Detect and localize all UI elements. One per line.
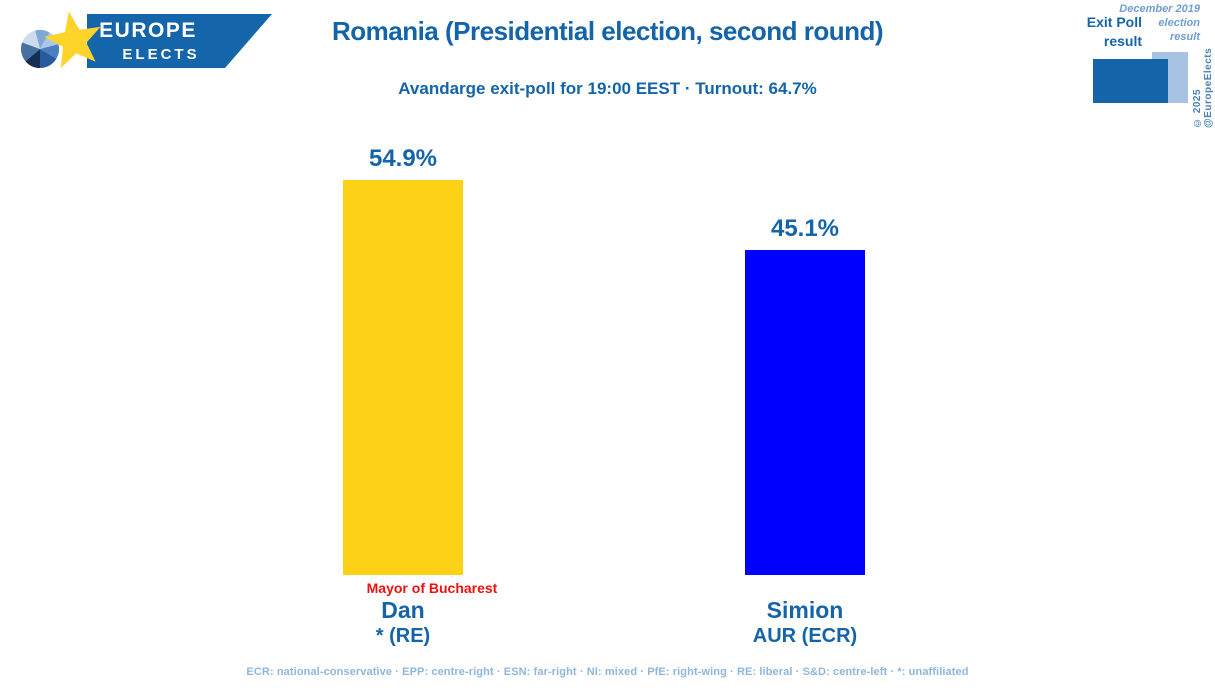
europe-elects-logo: EUROPE ELECTS xyxy=(20,11,272,69)
bar-column-simion: 45.1% xyxy=(745,215,865,575)
logo-text-europe: EUROPE xyxy=(99,19,197,42)
legend-prev-line2: election xyxy=(1158,17,1200,29)
page-title: Romania (Presidential election, second r… xyxy=(331,16,884,46)
legend-prev-line3: result xyxy=(1170,31,1200,43)
legend-exit-poll-label: Exit Poll result xyxy=(1080,13,1142,51)
legend-previous-result-label: December 2019 election result xyxy=(1119,2,1200,44)
candidate-name-dan: Dan xyxy=(381,597,425,623)
bar-value-label-dan: 54.9% xyxy=(368,145,438,172)
legend-swatch-exit-poll xyxy=(1093,59,1168,103)
candidate-party-dan: * (RE) xyxy=(375,625,431,647)
bar-simion xyxy=(745,250,865,575)
star-icon xyxy=(44,11,101,68)
logo-text-elects: ELECTS xyxy=(122,46,199,63)
copyright-note: © 2025 @EuropeElects xyxy=(1192,47,1214,128)
candidate-name-simion: Simion xyxy=(766,597,844,623)
bar-value-label-simion: 45.1% xyxy=(770,215,840,242)
party-legend-footer: ECR: national-conservative · EPP: centre… xyxy=(246,666,969,678)
logo-banner xyxy=(87,14,272,68)
candidate-party-simion: AUR (ECR) xyxy=(752,625,858,647)
candidate-annotation-simion xyxy=(655,579,955,597)
legend-exit-line2: result xyxy=(1103,33,1142,49)
legend-exit-line1: Exit Poll xyxy=(1086,14,1142,30)
legend-prev-line1: December 2019 xyxy=(1119,3,1200,15)
candidate-annotation-dan: Mayor of Bucharest xyxy=(366,580,498,596)
page-subtitle: Avandarge exit-poll for 19:00 EEST · Tur… xyxy=(398,79,817,98)
bar-caption-simion: Simion AUR (ECR) xyxy=(655,579,955,649)
bar-dan xyxy=(343,180,463,575)
bar-caption-dan: Mayor of Bucharest Dan * (RE) xyxy=(253,579,553,649)
bar-column-dan: 54.9% xyxy=(343,145,463,575)
